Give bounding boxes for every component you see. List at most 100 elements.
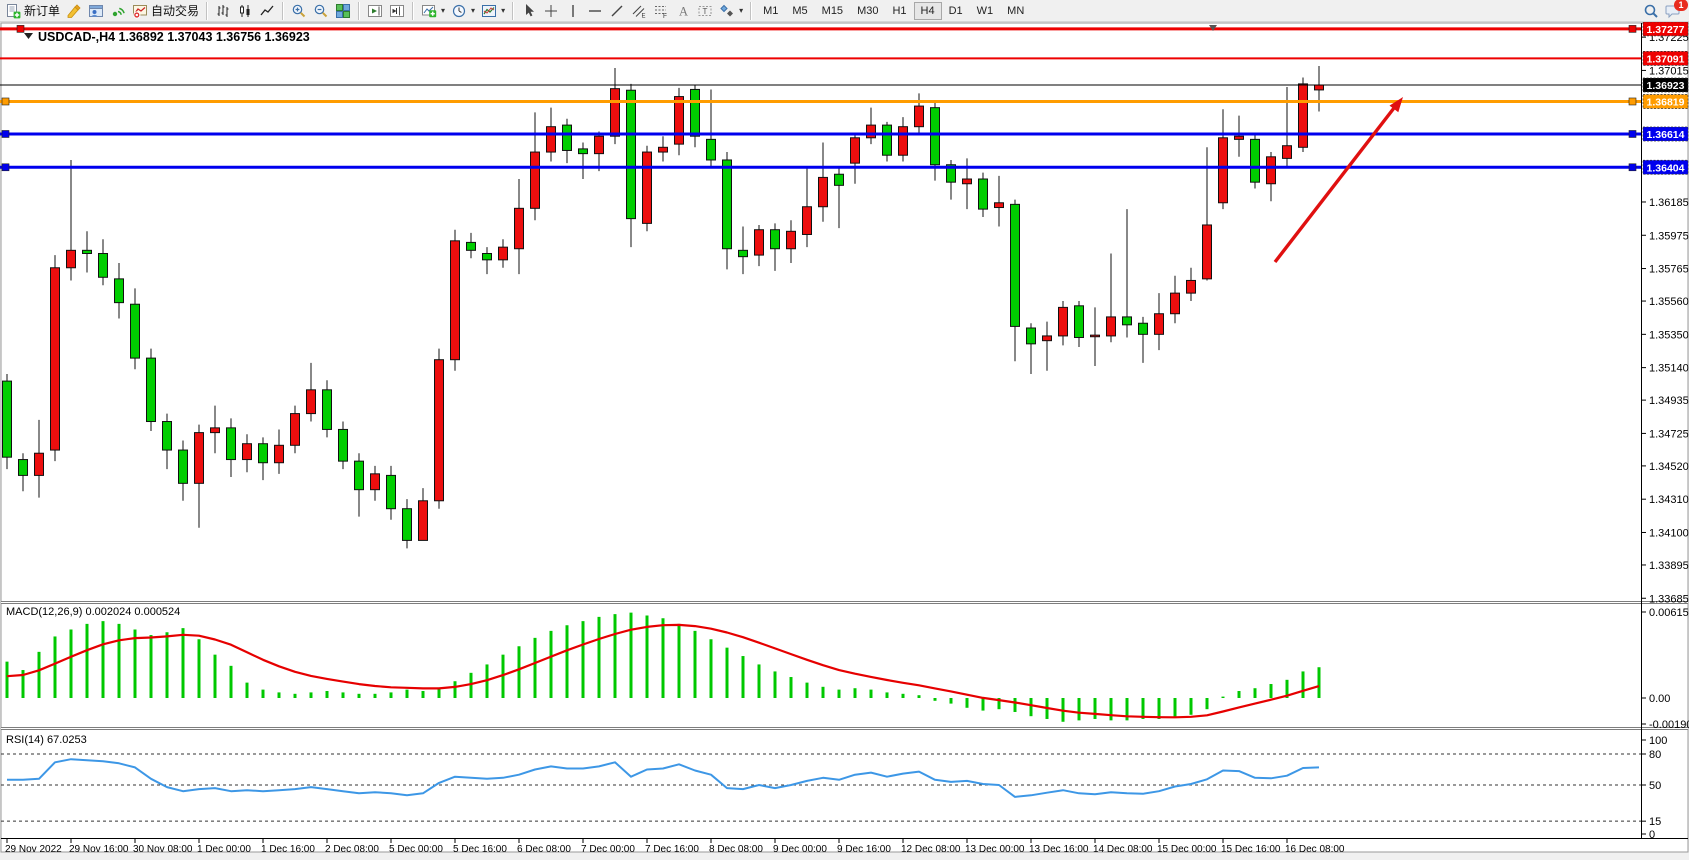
zoom-out-button[interactable]: [310, 1, 332, 21]
panel-separator[interactable]: [1, 727, 1688, 730]
panel-separator[interactable]: [1, 601, 1688, 604]
blue-level-line-2-price-badge: 1.36404: [1642, 159, 1689, 175]
svg-text:T: T: [703, 7, 708, 16]
rsi-axis-label: 100: [1649, 735, 1667, 747]
line-handle[interactable]: [1628, 25, 1637, 33]
bar-chart-button[interactable]: [212, 1, 234, 21]
candle-body: [626, 89, 636, 220]
candle-body: [1074, 305, 1084, 339]
timeframe-button-d1[interactable]: D1: [942, 2, 970, 20]
vertical-line-button[interactable]: [562, 1, 584, 21]
time-tick-label: 2 Dec 08:00: [325, 844, 379, 855]
chevron-down-icon: ▾: [501, 6, 506, 15]
line-handle[interactable]: [1628, 163, 1637, 172]
broadcast-button[interactable]: [107, 1, 129, 21]
toolbar-separator: [206, 1, 209, 20]
line-handle[interactable]: [1, 163, 10, 172]
candle-body: [1250, 138, 1260, 183]
candle-body: [658, 146, 668, 153]
horizontal-line-button[interactable]: [584, 1, 606, 21]
candle-body: [114, 278, 124, 304]
timeframe-button-mn[interactable]: MN: [1000, 2, 1031, 20]
time-tick-label: 1 Dec 00:00: [197, 844, 251, 855]
price-tick-label: 1.36185: [1649, 197, 1689, 209]
text-label-button[interactable]: T: [694, 1, 716, 21]
chart-shift-marker[interactable]: [1209, 25, 1217, 31]
search-button[interactable]: [1643, 3, 1659, 19]
templates-button[interactable]: ▾: [478, 1, 508, 21]
timeframe-button-m5[interactable]: M5: [785, 2, 814, 20]
periods-button[interactable]: ▾: [448, 1, 478, 21]
line-handle[interactable]: [1, 130, 10, 138]
tile-windows-button[interactable]: [332, 1, 354, 21]
candle-body: [562, 124, 572, 151]
shapes-button[interactable]: ▾: [716, 1, 746, 21]
zoom-in-icon: [291, 3, 307, 19]
timeframe-button-m15[interactable]: M15: [815, 2, 850, 20]
line-handle[interactable]: [1628, 130, 1637, 138]
candle-body: [1234, 135, 1244, 140]
blue-level-line-1[interactable]: [0, 130, 1641, 138]
indicators-button[interactable]: ▾: [418, 1, 448, 21]
notification-badge: 1: [1674, 0, 1688, 11]
crosshair-button[interactable]: [540, 1, 562, 21]
rsi-label: RSI(14) 67.0253: [6, 734, 87, 746]
candle-body: [34, 452, 44, 476]
autotrade-button-label: 自动交易: [151, 4, 200, 18]
text-button[interactable]: A: [672, 1, 694, 21]
notifications-button[interactable]: 1: [1665, 0, 1688, 19]
fibo-icon: F: [653, 3, 669, 19]
new-order-button[interactable]: 新订单: [2, 1, 63, 21]
market-watch-button[interactable]: [85, 1, 107, 21]
candle-body: [178, 449, 188, 484]
orange-level-line[interactable]: [0, 97, 1641, 106]
price-tick-label: 1.34520: [1649, 461, 1689, 473]
main-toolbar: 新订单 自动交易 ▾ ▾ ▾ E F A T ▾ M1 M5 M15 M30 H1 H4 D1 W1 MN 1: [0, 0, 1689, 22]
text-icon: A: [675, 3, 691, 19]
timeframe-button-h4[interactable]: H4: [913, 1, 942, 20]
candle-body: [82, 249, 92, 254]
candle-body: [210, 427, 220, 434]
candle-body: [194, 432, 204, 484]
price-tick-label: 1.34310: [1649, 494, 1689, 506]
cursor-button[interactable]: [518, 1, 540, 21]
candlestick-button[interactable]: [234, 1, 256, 21]
chart-collapse-icon[interactable]: [24, 33, 33, 39]
highlight-button[interactable]: [63, 1, 85, 21]
line-handle[interactable]: [1628, 97, 1637, 106]
macd-axis-label: -0.001906: [1649, 719, 1689, 731]
rsi-line: [7, 758, 1320, 798]
timeframe-button-h1[interactable]: H1: [885, 2, 913, 20]
candle-body: [50, 267, 60, 451]
candle-body: [546, 126, 556, 153]
line-handle[interactable]: [16, 25, 25, 33]
candle-body: [226, 427, 236, 461]
zoom-out-icon: [313, 3, 329, 19]
chart-window: [0, 22, 1689, 853]
blue-level-line-2[interactable]: [0, 163, 1641, 172]
zoom-in-button[interactable]: [288, 1, 310, 21]
trendline-button[interactable]: [606, 1, 628, 21]
timeframe-button-m30[interactable]: M30: [850, 2, 885, 20]
indicators-icon: [421, 3, 437, 19]
trend-arrow[interactable]: [1273, 97, 1403, 264]
channel-button[interactable]: E: [628, 1, 650, 21]
resistance-line-1[interactable]: [0, 25, 1641, 33]
svg-text:1.36614: 1.36614: [1647, 129, 1685, 141]
time-tick-label: 29 Nov 16:00: [69, 844, 129, 855]
timeframe-button-m1[interactable]: M1: [756, 2, 785, 20]
line-chart-button[interactable]: [256, 1, 278, 21]
toolbar-right-group: 1: [1643, 0, 1688, 19]
chart-shift-button[interactable]: [386, 1, 408, 21]
candle-body: [338, 428, 348, 462]
auto-scroll-button[interactable]: [364, 1, 386, 21]
rsi-axis-label: 15: [1649, 816, 1661, 828]
timeframe-button-w1[interactable]: W1: [970, 2, 1001, 20]
trendline-icon: [609, 3, 625, 19]
candle-body: [1282, 145, 1292, 159]
search-icon: [1643, 3, 1659, 19]
candle-body: [482, 252, 492, 261]
fibonacci-button[interactable]: F: [650, 1, 672, 21]
autotrade-button[interactable]: 自动交易: [129, 1, 202, 21]
line-handle[interactable]: [1, 97, 10, 106]
